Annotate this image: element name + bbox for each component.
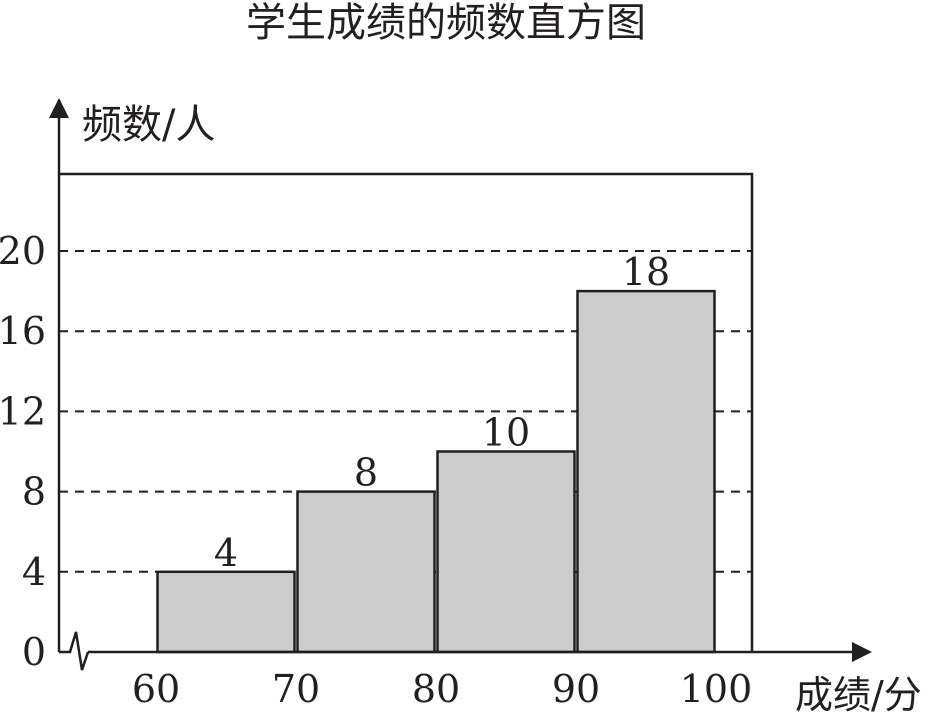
x-tick-label: 70 [272,667,320,711]
x-tick-label: 80 [412,667,460,711]
y-tick-label: 8 [22,470,46,514]
y-tick-label: 16 [0,309,46,353]
chart-title: 学生成绩的频数直方图 [246,0,646,46]
y-tick-label: 20 [0,229,46,273]
y-tick-labels: 0 4 8 12 16 20 [0,229,46,674]
y-axis-label: 频数/人 [82,102,215,148]
x-tick-label: 60 [132,667,180,711]
x-tick-label: 100 [680,667,753,711]
axis-break-icon [59,631,90,671]
x-tick-label: 90 [552,667,600,711]
bar-70-80 [296,490,436,654]
bar-value-label: 4 [214,531,238,575]
x-tick-labels: 60 70 80 90 100 [132,667,752,711]
bar-value-label: 8 [354,451,378,495]
bar-90-100 [576,289,716,654]
y-tick-label: 12 [0,389,46,433]
bar-value-label: 10 [482,411,530,455]
y-tick-label: 4 [22,550,46,594]
bar-60-70 [156,570,296,654]
y-tick-label: 0 [22,630,46,674]
bar-80-90 [436,450,576,654]
bar-labels: 4 8 10 18 [214,250,670,575]
bar-value-label: 18 [622,250,670,294]
x-axis-label: 成绩/分 [795,673,922,717]
plot-frame [59,172,754,652]
bars [156,289,716,654]
